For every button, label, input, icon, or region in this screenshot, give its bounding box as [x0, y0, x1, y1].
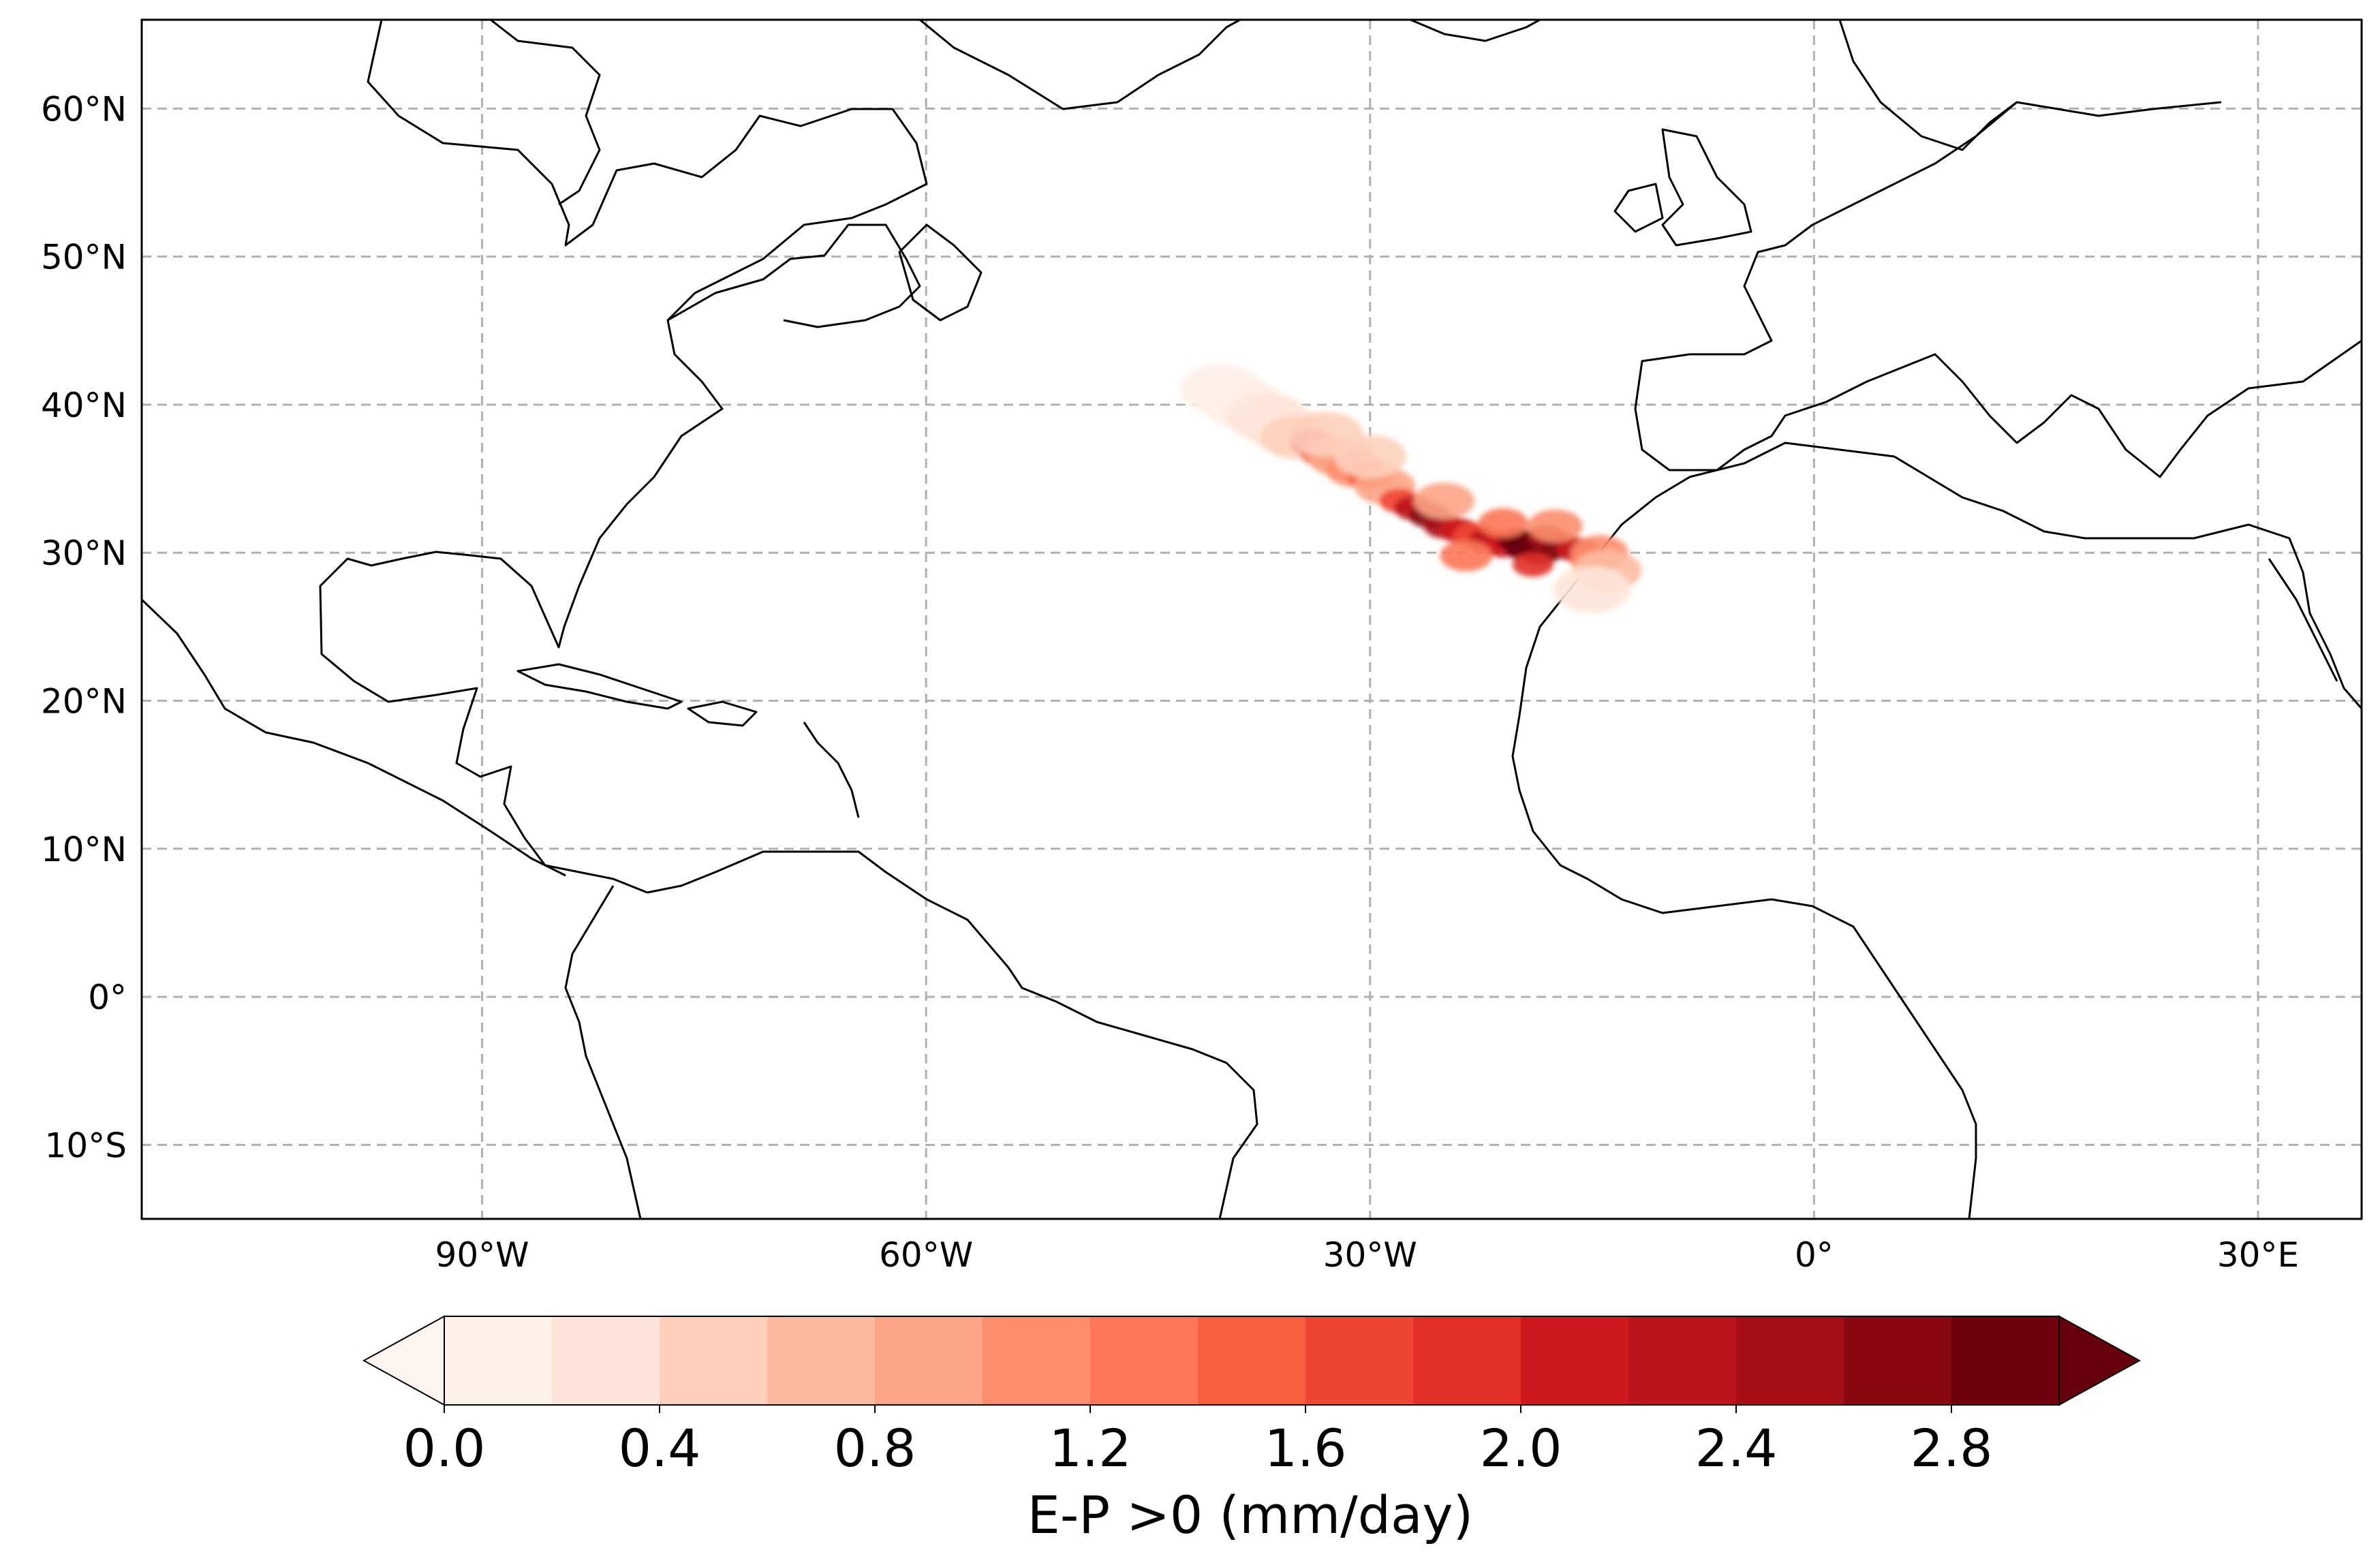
coastline-red-sea — [2268, 558, 2338, 682]
coastline-antilles — [803, 722, 860, 818]
colorbar-tick-label: 2.8 — [1911, 1418, 1993, 1478]
field-cell — [1527, 509, 1583, 543]
colorbar-segment — [983, 1316, 1091, 1405]
coastline-central-america-west — [142, 598, 566, 877]
lat-tick-label: 40°N — [41, 386, 127, 425]
colorbar-segment — [1951, 1316, 2060, 1405]
coastline-greenland — [919, 20, 1241, 110]
colorbar-tick-label: 0.8 — [834, 1418, 916, 1478]
gridlines — [142, 20, 2362, 1219]
lat-tick-label: 0° — [88, 978, 127, 1017]
field-cell — [1413, 482, 1475, 519]
lon-tick-label: 0° — [1795, 1235, 1834, 1275]
latitude-tick-labels: 60°N 50°N 40°N 30°N 20°N 10°N 0° 10°S — [41, 89, 127, 1165]
colorbar-label: E-P >0 (mm/day) — [1027, 1485, 1473, 1545]
coastline-south-america — [647, 850, 1258, 1219]
colorbar-segment — [1305, 1316, 1414, 1405]
colorbar-tick-label: 0.0 — [403, 1418, 486, 1478]
field-cell — [1440, 540, 1493, 572]
colorbar-segment — [1413, 1316, 1521, 1405]
coastline-british-isles — [1661, 128, 1752, 247]
lon-tick-label: 30°W — [1323, 1235, 1417, 1275]
lat-tick-label: 60°N — [41, 89, 127, 129]
coastline-scandinavia — [1838, 20, 2222, 151]
colorbar-segment — [1736, 1316, 1844, 1405]
coastline-canada-gulf — [667, 223, 921, 328]
map-background — [142, 20, 2362, 1219]
colorbar-outline — [444, 1316, 2060, 1406]
colorbar-segment — [767, 1316, 876, 1405]
coastline-hudson — [490, 20, 601, 206]
coastline-europe-west — [1634, 101, 2018, 471]
coastline-hispaniola — [687, 700, 758, 727]
coastlines — [142, 20, 2362, 1219]
lat-tick-label: 30°N — [41, 533, 127, 573]
coastline-africa — [1566, 441, 2362, 709]
coastline-africa-west — [1511, 592, 1977, 1219]
lon-tick-label: 90°W — [435, 1235, 529, 1275]
colorbar-segment — [1628, 1316, 1737, 1405]
coastline-ireland — [1613, 183, 1664, 233]
coastline-south-america-west — [564, 885, 642, 1219]
colorbar-segment — [660, 1316, 768, 1405]
lat-tick-label: 50°N — [41, 238, 127, 277]
field-cell — [1553, 566, 1631, 613]
colorbar-tick-label: 2.0 — [1480, 1418, 1562, 1478]
coastline-iceland — [1410, 20, 1541, 42]
colorbar-tick-label: 2.4 — [1695, 1418, 1778, 1478]
field-cell — [1512, 552, 1554, 577]
lon-tick-label: 30°E — [2217, 1235, 2299, 1275]
colorbar-segment — [1844, 1316, 1952, 1405]
lon-tick-label: 60°W — [879, 1235, 973, 1275]
coastline-newfoundland — [898, 223, 983, 322]
lat-tick-label: 10°N — [41, 830, 127, 869]
colorbar-tick-label: 1.6 — [1265, 1418, 1347, 1478]
field-cell — [1478, 508, 1528, 538]
colorbar-segment — [1198, 1316, 1306, 1405]
colorbar-under-arrow — [362, 1315, 445, 1406]
colorbar: 0.0 0.4 0.8 1.2 1.6 2.0 2.4 2.8 — [362, 1315, 2142, 1478]
colorbar-segment — [444, 1316, 553, 1405]
longitude-tick-labels: 90°W 60°W 30°W 0° 30°E — [435, 1235, 2300, 1275]
map-frame — [140, 18, 2363, 1220]
lat-tick-label: 10°S — [45, 1126, 127, 1165]
coastline-italy-balkans — [1900, 339, 2362, 478]
colorbar-tick-label: 1.2 — [1049, 1418, 1132, 1478]
coastline-north-america — [319, 20, 928, 894]
colorbar-segment — [1521, 1316, 1629, 1405]
lat-tick-label: 20°N — [41, 682, 127, 722]
colorbar-segment — [875, 1316, 983, 1405]
colorbar-over-arrow — [2058, 1315, 2142, 1406]
e-p-field — [1180, 365, 1642, 613]
field-cell — [1333, 435, 1406, 478]
colorbar-segment — [1090, 1316, 1199, 1405]
coastline-cuba — [516, 663, 683, 710]
colorbar-tick-label: 0.4 — [619, 1418, 701, 1478]
colorbar-segment — [552, 1316, 660, 1405]
